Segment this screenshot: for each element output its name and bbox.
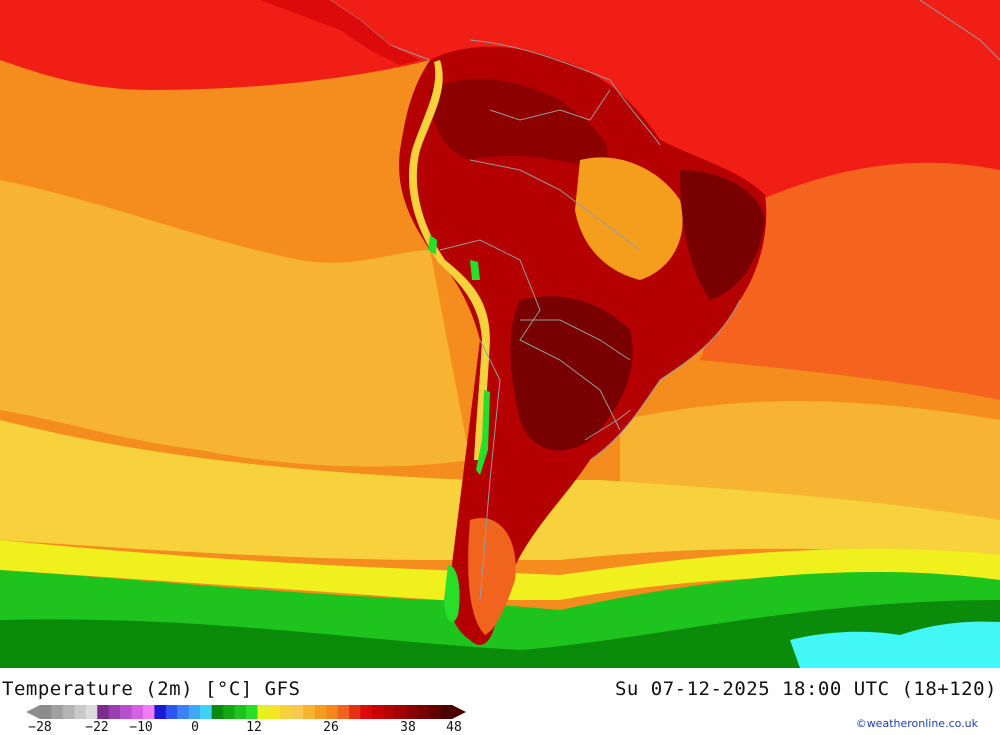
legend-swatch — [97, 705, 110, 719]
legend-tick-label: −28 — [28, 720, 52, 735]
legend-swatch — [108, 705, 121, 719]
brazil-highlands-orange — [575, 157, 683, 280]
legend-swatch — [234, 705, 247, 719]
legend-tick-label: −10 — [129, 720, 153, 735]
legend-swatch — [62, 705, 75, 719]
legend-swatch — [177, 705, 190, 719]
northeast-brazil-hot — [680, 170, 765, 300]
map-title: Temperature (2m) [°C] GFS — [2, 678, 301, 700]
legend-swatch — [429, 705, 442, 719]
patagonia-orange — [468, 518, 516, 635]
cyan-ice-region — [790, 621, 1000, 668]
legend-swatch — [85, 705, 98, 719]
legend-swatch — [268, 705, 281, 719]
legend-swatch — [371, 705, 384, 719]
ocean-band-tropics-red — [0, 0, 1000, 200]
ocean-band-deep-green — [0, 600, 1000, 668]
legend-tick-label: 0 — [191, 720, 199, 735]
legend-tick-label: −22 — [85, 720, 109, 735]
legend-swatch — [223, 705, 236, 719]
legend-arrow-left — [26, 705, 40, 719]
legend-swatch — [246, 705, 258, 719]
legend-tick-label: 12 — [246, 720, 262, 735]
legend-swatch — [257, 705, 270, 719]
legend-swatch — [337, 705, 350, 719]
legend-swatch — [291, 705, 304, 719]
legend-swatch — [394, 705, 407, 719]
legend-swatch — [303, 705, 316, 719]
amazon-hot — [430, 79, 608, 170]
map-timestamp: Su 07-12-2025 18:00 UTC (18+120) — [614, 678, 997, 700]
map-footer: Temperature (2m) [°C] GFS Su 07-12-2025 … — [0, 668, 1000, 735]
interior-very-hot — [510, 296, 633, 451]
color-scale-legend — [26, 705, 466, 719]
ocean-band-east-orange — [700, 162, 1000, 400]
legend-swatch — [349, 705, 361, 719]
legend-swatch — [120, 705, 133, 719]
credit-link[interactable]: ©weatheronline.co.uk — [855, 717, 978, 730]
ocean-band-yellow — [0, 540, 1000, 600]
legend-swatch — [154, 705, 167, 719]
legend-swatch — [417, 705, 430, 719]
legend-swatch — [188, 705, 201, 719]
legend-tick-label: 38 — [400, 720, 416, 735]
legend-arrow-right — [452, 705, 466, 719]
ocean-band-mild — [0, 180, 470, 467]
andes-strip — [408, 60, 490, 460]
legend-tick-label: 48 — [446, 720, 462, 735]
southern-tip-green — [444, 565, 460, 623]
legend-swatch — [383, 705, 396, 719]
andes-green-peaks — [428, 235, 490, 475]
legend-swatch — [440, 705, 453, 719]
legend-swatch — [200, 705, 213, 719]
legend-swatch — [74, 705, 87, 719]
country-borders — [329, 0, 1000, 601]
legend-tick-label: 26 — [323, 720, 339, 735]
legend-swatch — [360, 705, 373, 719]
legend-swatch — [314, 705, 327, 719]
temperature-map — [0, 0, 1000, 668]
legend-swatch — [131, 705, 144, 719]
legend-swatch — [406, 705, 419, 719]
legend-swatch — [165, 705, 178, 719]
legend-swatch — [211, 705, 224, 719]
legend-swatch — [40, 705, 52, 719]
legend-swatch — [51, 705, 64, 719]
legend-swatch — [280, 705, 293, 719]
legend-swatch — [143, 705, 155, 719]
legend-swatch — [326, 705, 339, 719]
central-america-land — [260, 0, 420, 65]
